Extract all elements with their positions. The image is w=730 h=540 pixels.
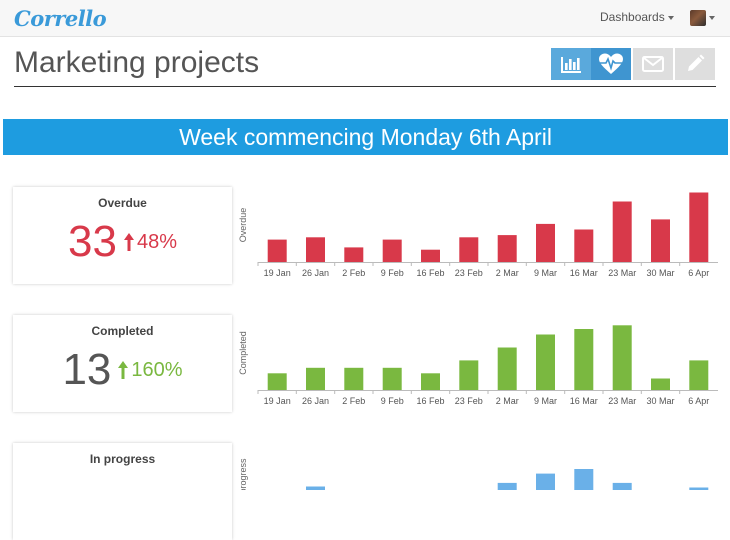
card-title: In progress	[89, 452, 156, 466]
x-tick-label: 30 Mar	[646, 268, 674, 278]
chart-bar[interactable]	[612, 482, 632, 490]
x-tick-label: 26 Jan	[302, 268, 329, 278]
x-tick-label: 9 Mar	[534, 268, 557, 278]
chart-bar[interactable]	[574, 229, 594, 263]
x-tick-label: 9 Feb	[381, 268, 404, 278]
chart-bar[interactable]	[536, 334, 555, 391]
x-tick-label: 16 Feb	[416, 396, 444, 406]
chart-bar[interactable]	[306, 486, 325, 491]
chart-bar[interactable]	[612, 201, 632, 263]
x-tick-label: 23 Mar	[608, 268, 636, 278]
charts-view-button[interactable]	[551, 48, 591, 80]
card-value-row: 13 160%	[13, 345, 232, 395]
metric-value: 13	[62, 345, 112, 394]
chart-bar[interactable]	[267, 373, 287, 390]
x-tick-label: 16 Mar	[570, 268, 598, 278]
x-tick-label: 16 Mar	[570, 396, 598, 406]
page-title: Marketing projects	[14, 46, 260, 79]
y-axis-title: Overdue	[238, 208, 248, 243]
chevron-down-icon	[667, 15, 674, 20]
x-tick-label: 9 Mar	[534, 396, 557, 406]
chart-bar[interactable]	[689, 360, 709, 390]
chart-bar[interactable]	[497, 235, 517, 262]
x-tick-label: 2 Mar	[496, 396, 519, 406]
view-toolbar	[551, 48, 715, 80]
chart-bar[interactable]	[306, 367, 325, 390]
chart-bar[interactable]	[536, 473, 555, 490]
email-button[interactable]	[633, 48, 673, 80]
chart-bar[interactable]	[497, 482, 517, 490]
arrow-up-icon	[123, 233, 134, 252]
heartbeat-icon	[599, 53, 623, 74]
trend-percent: 48%	[136, 230, 177, 253]
chart-bar[interactable]	[536, 223, 555, 262]
arrow-up-icon	[118, 361, 129, 380]
x-tick-label: 19 Jan	[264, 268, 291, 278]
chart-bar[interactable]	[574, 469, 594, 490]
x-tick-label: 30 Mar	[646, 396, 674, 406]
chart-bar[interactable]	[612, 325, 632, 391]
chevron-down-icon	[709, 15, 715, 20]
in-progress-card: In progress	[13, 443, 232, 540]
x-tick-label: 6 Apr	[688, 268, 709, 278]
chart-bar[interactable]	[344, 367, 364, 390]
x-tick-label: 23 Feb	[455, 268, 483, 278]
chart-bar[interactable]	[382, 239, 402, 262]
chart-bar[interactable]	[344, 247, 364, 262]
chart-bar[interactable]	[382, 367, 402, 390]
trend-change: 48%	[123, 231, 177, 253]
x-tick-label: 9 Feb	[381, 396, 404, 406]
x-tick-label: 2 Feb	[342, 268, 365, 278]
x-tick-label: 6 Apr	[688, 396, 709, 406]
chart-bar[interactable]	[459, 237, 479, 262]
x-tick-label: 23 Feb	[455, 396, 483, 406]
chart-bar[interactable]	[689, 487, 709, 491]
chart-bar[interactable]	[689, 192, 709, 263]
x-tick-label: 16 Feb	[416, 268, 444, 278]
envelope-icon	[642, 56, 664, 72]
app-logo[interactable]: Corrello	[14, 6, 107, 31]
chart-bar[interactable]	[574, 329, 594, 390]
health-view-button[interactable]	[591, 48, 631, 80]
chart-bar[interactable]	[459, 360, 479, 390]
card-value-row: 33 48%	[13, 217, 232, 267]
metric-value: 33	[68, 217, 117, 266]
chart-bar[interactable]	[421, 373, 440, 390]
x-tick-label: 19 Jan	[264, 396, 291, 406]
title-divider	[14, 86, 716, 87]
x-tick-label: 2 Feb	[342, 396, 365, 406]
chart-bar[interactable]	[421, 249, 440, 262]
card-title: Overdue	[98, 196, 147, 210]
week-banner: Week commencing Monday 6th April	[3, 119, 728, 155]
overdue-chart: Overdue 19 Jan 26 Jan 2 Feb 9 Feb 16 Feb 23 Fe…	[238, 192, 718, 278]
y-axis-title: In progress	[238, 458, 248, 490]
completed-chart: Completed 19 Jan 26 Jan 2 Feb 9 Feb 16 Feb 23 …	[238, 325, 718, 406]
chart-bar[interactable]	[651, 219, 670, 262]
chart-bar[interactable]	[306, 237, 325, 262]
card-title: Completed	[91, 324, 154, 338]
user-menu[interactable]	[690, 9, 715, 27]
dashboards-menu[interactable]: Dashboards	[600, 10, 674, 24]
dashboards-menu-label: Dashboards	[600, 10, 665, 24]
x-tick-label: 26 Jan	[302, 396, 329, 406]
avatar	[690, 9, 706, 26]
chart-bar[interactable]	[651, 378, 670, 391]
trend-change: 160%	[117, 358, 183, 381]
pencil-icon	[688, 54, 705, 71]
x-tick-label: 2 Mar	[496, 268, 519, 278]
y-axis-title: Completed	[238, 331, 248, 375]
overdue-card: Overdue 33 48%	[13, 187, 232, 284]
bar-chart-icon	[561, 57, 581, 73]
completed-card: Completed 13 160%	[13, 315, 232, 412]
x-tick-label: 23 Mar	[608, 396, 636, 406]
chart-bar[interactable]	[497, 347, 517, 391]
trend-percent: 160%	[131, 358, 183, 381]
edit-button[interactable]	[675, 48, 715, 80]
top-navbar: Corrello Dashboards	[0, 0, 730, 37]
chart-bar[interactable]	[267, 239, 287, 262]
